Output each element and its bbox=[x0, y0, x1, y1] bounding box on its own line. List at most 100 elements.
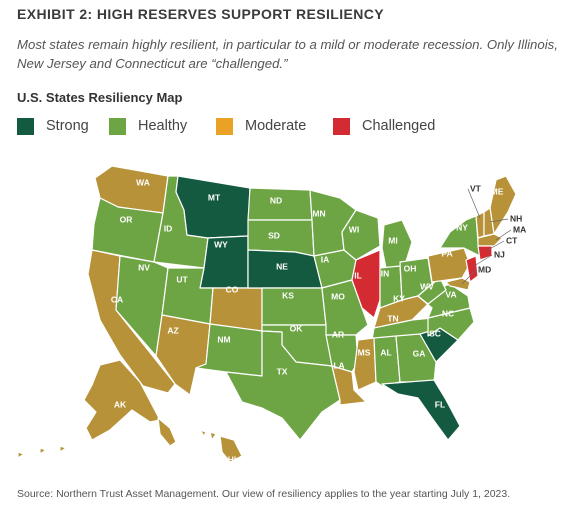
state-label-nj: NJ bbox=[494, 249, 505, 259]
state-ma bbox=[477, 233, 503, 247]
state-label-me: ME bbox=[491, 186, 504, 196]
map-legend: Strong Healthy Moderate Challenged bbox=[17, 117, 577, 137]
state-island-ak-2 bbox=[39, 447, 47, 455]
state-shape-md bbox=[445, 277, 471, 291]
state-label-ut: UT bbox=[176, 274, 188, 284]
state-label-vt: VT bbox=[470, 183, 482, 193]
state-shape-il bbox=[351, 249, 381, 319]
us-resiliency-map: WA OR CA NV ID MT WY UT AZ CO NM ND SD NE KS OK TX MN IA MO… bbox=[17, 165, 526, 464]
state-island-hi-0 bbox=[199, 429, 207, 437]
state-label-nv: NV bbox=[138, 262, 150, 272]
map-title: U.S. States Resiliency Map bbox=[17, 90, 183, 105]
leader-line-ma bbox=[495, 229, 512, 241]
state-island-ak-0 bbox=[157, 417, 177, 447]
state-label-sd: SD bbox=[268, 230, 280, 240]
state-label-nh: NH bbox=[510, 213, 522, 223]
legend-label-moderate: Moderate bbox=[245, 118, 307, 134]
state-label-co: CO bbox=[226, 284, 239, 294]
state-label-il: IL bbox=[354, 270, 362, 280]
state-label-ks: KS bbox=[282, 290, 294, 300]
state-pa bbox=[427, 247, 471, 283]
state-label-nd: ND bbox=[270, 195, 282, 205]
legend-swatch-challenged bbox=[333, 118, 350, 135]
leader-line-ct bbox=[485, 240, 505, 252]
state-label-la: LA bbox=[333, 360, 344, 370]
leader-line-vt bbox=[467, 188, 481, 219]
leader-line-nh bbox=[489, 218, 509, 223]
leader-line-md bbox=[461, 269, 477, 285]
state-shape-wv bbox=[417, 277, 447, 305]
state-mt bbox=[175, 175, 251, 239]
state-label-ak: AK bbox=[114, 399, 127, 409]
state-label-mt: MT bbox=[208, 192, 221, 202]
state-shape-ct bbox=[477, 245, 493, 261]
state-label-mo: MO bbox=[331, 291, 345, 301]
state-nj bbox=[465, 255, 479, 283]
state-shape-fl bbox=[381, 379, 461, 441]
state-hi bbox=[199, 429, 243, 463]
state-shape-mt bbox=[175, 175, 251, 239]
legend-label-healthy: Healthy bbox=[138, 118, 188, 134]
state-label-hi: HI bbox=[228, 454, 237, 464]
state-ks bbox=[261, 287, 327, 326]
state-label-fl: FL bbox=[435, 399, 445, 409]
state-shape-vt bbox=[475, 211, 485, 239]
state-shape-nj bbox=[465, 255, 479, 283]
state-label-mi: MI bbox=[388, 235, 397, 245]
state-label-va: VA bbox=[445, 289, 456, 299]
state-ct bbox=[477, 245, 493, 261]
state-md bbox=[445, 277, 471, 291]
state-label-ms: MS bbox=[358, 347, 371, 357]
state-label-ne: NE bbox=[276, 261, 288, 271]
state-vt bbox=[475, 211, 485, 239]
state-shape-ga bbox=[395, 333, 437, 383]
state-label-wv: WV bbox=[420, 281, 434, 291]
state-label-pa: PA bbox=[441, 248, 452, 258]
state-label-tn: TN bbox=[387, 313, 398, 323]
state-island-ak-1 bbox=[59, 445, 67, 453]
state-label-in: IN bbox=[381, 268, 390, 278]
state-il bbox=[351, 249, 381, 319]
state-island-hi-1 bbox=[209, 431, 217, 441]
state-wv bbox=[417, 277, 447, 305]
state-label-ky: KY bbox=[393, 293, 405, 303]
state-shape-ak bbox=[83, 359, 161, 441]
state-shape-wi bbox=[341, 209, 381, 261]
state-shape-ks bbox=[261, 287, 327, 326]
state-label-ar: AR bbox=[332, 329, 344, 339]
state-label-id: ID bbox=[164, 223, 173, 233]
legend-label-strong: Strong bbox=[46, 118, 89, 134]
state-label-ma: MA bbox=[513, 224, 526, 234]
legend-label-challenged: Challenged bbox=[362, 118, 436, 134]
state-label-md: MD bbox=[478, 264, 491, 274]
state-shape-ms bbox=[353, 337, 377, 391]
state-label-ny: NY bbox=[456, 222, 468, 232]
state-label-ca: CA bbox=[111, 294, 123, 304]
state-wi bbox=[341, 209, 381, 261]
state-shape-tx bbox=[225, 330, 341, 441]
state-shape-hi bbox=[219, 435, 243, 463]
state-tx bbox=[225, 330, 341, 441]
exhibit-subtitle: Most states remain highly resilient, in … bbox=[17, 37, 558, 71]
state-island-ak-3 bbox=[17, 451, 25, 459]
state-label-nc: NC bbox=[442, 308, 454, 318]
state-label-tx: TX bbox=[277, 366, 288, 376]
state-label-wy: WY bbox=[214, 239, 228, 249]
exhibit-title: EXHIBIT 2: HIGH RESERVES SUPPORT RESILIE… bbox=[17, 6, 385, 22]
leader-line-nj bbox=[473, 254, 493, 267]
state-label-oh: OH bbox=[404, 263, 417, 273]
state-ms bbox=[353, 337, 377, 391]
state-label-ok: OK bbox=[290, 323, 304, 333]
state-shape-la bbox=[331, 365, 367, 406]
state-label-ia: IA bbox=[321, 254, 330, 264]
state-label-al: AL bbox=[380, 347, 391, 357]
legend-swatch-moderate bbox=[216, 118, 233, 135]
state-label-az: AZ bbox=[167, 325, 178, 335]
state-label-wi: WI bbox=[349, 224, 359, 234]
state-shape-pa bbox=[427, 247, 471, 283]
state-ga bbox=[395, 333, 437, 383]
source-note: Source: Northern Trust Asset Management.… bbox=[17, 488, 511, 500]
state-label-mn: MN bbox=[312, 208, 325, 218]
state-label-or: OR bbox=[120, 214, 133, 224]
state-label-ct: CT bbox=[506, 235, 518, 245]
